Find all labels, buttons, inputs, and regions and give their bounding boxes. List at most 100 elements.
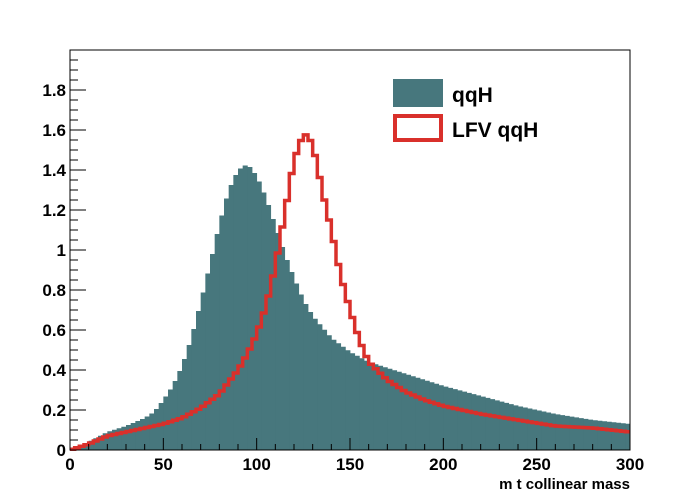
qqH-bar (303, 304, 309, 450)
y-tick-label: 1 (57, 241, 66, 260)
qqH-bar (284, 260, 290, 450)
x-axis-title: m t collinear mass (499, 476, 630, 493)
qqH-bar (527, 408, 533, 450)
qqH-bar (457, 390, 463, 451)
legend-swatch-qqH (393, 79, 443, 107)
y-tick-label: 0.6 (42, 321, 66, 340)
qqH-bar (396, 371, 402, 450)
qqH-bar (205, 273, 211, 450)
x-tick-label: 50 (154, 455, 173, 474)
qqH-bar (177, 371, 183, 450)
qqH-bar (592, 420, 598, 450)
qqH-bar (298, 294, 304, 450)
qqH-bar (93, 438, 99, 450)
qqH-bar (233, 175, 239, 450)
qqH-bar (466, 392, 472, 451)
qqH-bar (364, 360, 370, 450)
qqH-bar (564, 415, 570, 451)
qqH-bar (382, 367, 388, 450)
qqH-bar (210, 254, 216, 450)
legend-label-qqH: qqH (452, 84, 493, 107)
qqH-bar (102, 433, 108, 450)
qqH-bar (354, 355, 360, 450)
qqH-bar (415, 377, 421, 450)
qqH-bar (247, 167, 253, 450)
x-tick-label: 250 (522, 455, 550, 474)
qqH-bar (597, 420, 603, 450)
qqH-bar (130, 423, 136, 450)
qqH-bar (224, 198, 230, 450)
qqH-bar (560, 415, 566, 451)
qqH-bar (508, 404, 514, 451)
y-tick-label: 0.8 (42, 281, 66, 300)
axes: 0 50 100 150 200 250 300 0 0.2 0.4 0.6 0.8 1 1.2 1.4 1.… (42, 59, 644, 474)
qqH-bar (387, 368, 393, 450)
qqH-bar (196, 311, 202, 450)
qqH-bar (326, 335, 332, 450)
qqH-bar (536, 410, 542, 450)
qqH-bar (606, 421, 612, 450)
qqH-bar (443, 386, 449, 451)
qqH-bar (168, 389, 174, 450)
y-tick-label: 1.8 (42, 81, 66, 100)
x-tick-label: 0 (65, 455, 74, 474)
qqH-bar (504, 402, 510, 451)
qqH-bar (275, 233, 281, 450)
qqH-bar (574, 417, 580, 451)
qqH-bar (471, 394, 477, 451)
qqH-bar (294, 283, 300, 450)
qqH-bar (429, 382, 435, 450)
histogram-bars (70, 165, 631, 451)
qqH-bar (532, 409, 538, 450)
qqH-bar (401, 373, 407, 450)
qqH-bar (126, 425, 132, 450)
qqH-bar (518, 406, 524, 450)
qqH-bar (116, 428, 122, 450)
legend-label-lfv-qqH: LFV qqH (452, 119, 538, 142)
qqH-bar (611, 422, 617, 450)
qqH-bar (331, 339, 337, 450)
qqH-bar (238, 168, 244, 450)
qqH-bar (569, 416, 575, 451)
qqH-bar (107, 431, 113, 450)
qqH-bar (200, 292, 206, 450)
qqH-bar (588, 419, 594, 451)
qqH-bar (317, 324, 323, 450)
qqH-bar (406, 374, 412, 450)
qqH-bar (499, 401, 505, 451)
x-tick-label: 300 (616, 455, 644, 474)
y-tick-label: 1.2 (42, 201, 66, 220)
qqH-bar (140, 419, 146, 450)
qqH-bar (513, 405, 519, 451)
qqH-bar (392, 370, 398, 450)
qqH-bar (228, 185, 234, 450)
qqH-bar (420, 379, 426, 450)
step-line-layer (70, 133, 630, 451)
qqH-bar (550, 413, 556, 450)
qqH-bar (135, 421, 141, 450)
qqH-bar (219, 215, 225, 450)
qqH-bar (373, 364, 379, 450)
qqH-bar (480, 396, 486, 451)
qqH-bar (620, 423, 626, 450)
legend-swatch-lfv-qqH (393, 114, 443, 142)
qqH-bar (256, 181, 262, 450)
qqH-bar (555, 414, 561, 451)
y-tick-label: 0 (57, 441, 66, 460)
qqH-bar (121, 426, 127, 450)
y-tick-label: 1.6 (42, 121, 66, 140)
qqH-bar (546, 412, 552, 450)
qqH-bar (350, 353, 356, 450)
x-tick-label: 150 (336, 455, 364, 474)
qqH-bar (149, 413, 155, 450)
qqH-bar (485, 397, 491, 451)
qqH-bar (172, 381, 178, 450)
qqH-bar (186, 345, 192, 450)
qqH-bar (112, 429, 118, 450)
legend: qqH LFV qqH (393, 79, 538, 142)
qqH-bar (490, 399, 496, 451)
qqH-bar (289, 272, 295, 450)
qqH-bar (424, 380, 430, 450)
qqH-bar (462, 391, 468, 451)
qqH-bar (280, 247, 286, 450)
